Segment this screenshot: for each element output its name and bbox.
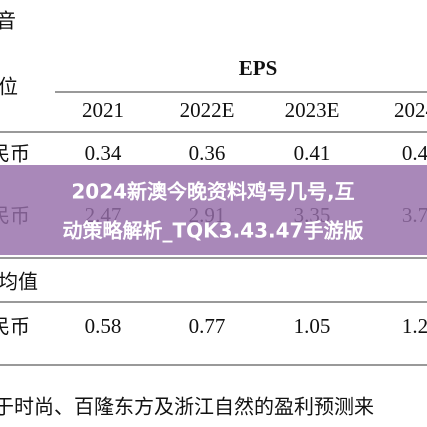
cell: 1.2: [402, 314, 427, 338]
banner: [0, 165, 427, 255]
group-header: EPS: [239, 56, 278, 80]
cell: 0.77: [189, 314, 226, 338]
banner-line: 2024新澳今晚资料鸡号几号,互: [71, 180, 354, 204]
row-label: 民币: [0, 315, 30, 339]
cell: 0.36: [189, 141, 226, 165]
unit-header: 位: [0, 75, 18, 99]
column-header: 2021: [82, 98, 124, 122]
cell: 0.34: [85, 141, 122, 165]
banner-line: 动策略解析_TQK3.43.47手游版: [63, 219, 364, 243]
footnote: 于时尚、百隆东方及浙江自然的盈利预测来: [0, 395, 374, 419]
cell: 0.58: [85, 314, 122, 338]
column-header: 2022E: [180, 98, 235, 122]
column-header: 2024: [394, 98, 427, 122]
section-label: 均值: [0, 270, 38, 294]
row-label: 民币: [0, 142, 30, 166]
column-header: 2023E: [285, 98, 340, 122]
cell: 1.05: [294, 314, 331, 338]
cell: 0.41: [294, 141, 331, 165]
cell: 0.4: [402, 141, 427, 165]
corner-label: 音: [0, 9, 16, 33]
